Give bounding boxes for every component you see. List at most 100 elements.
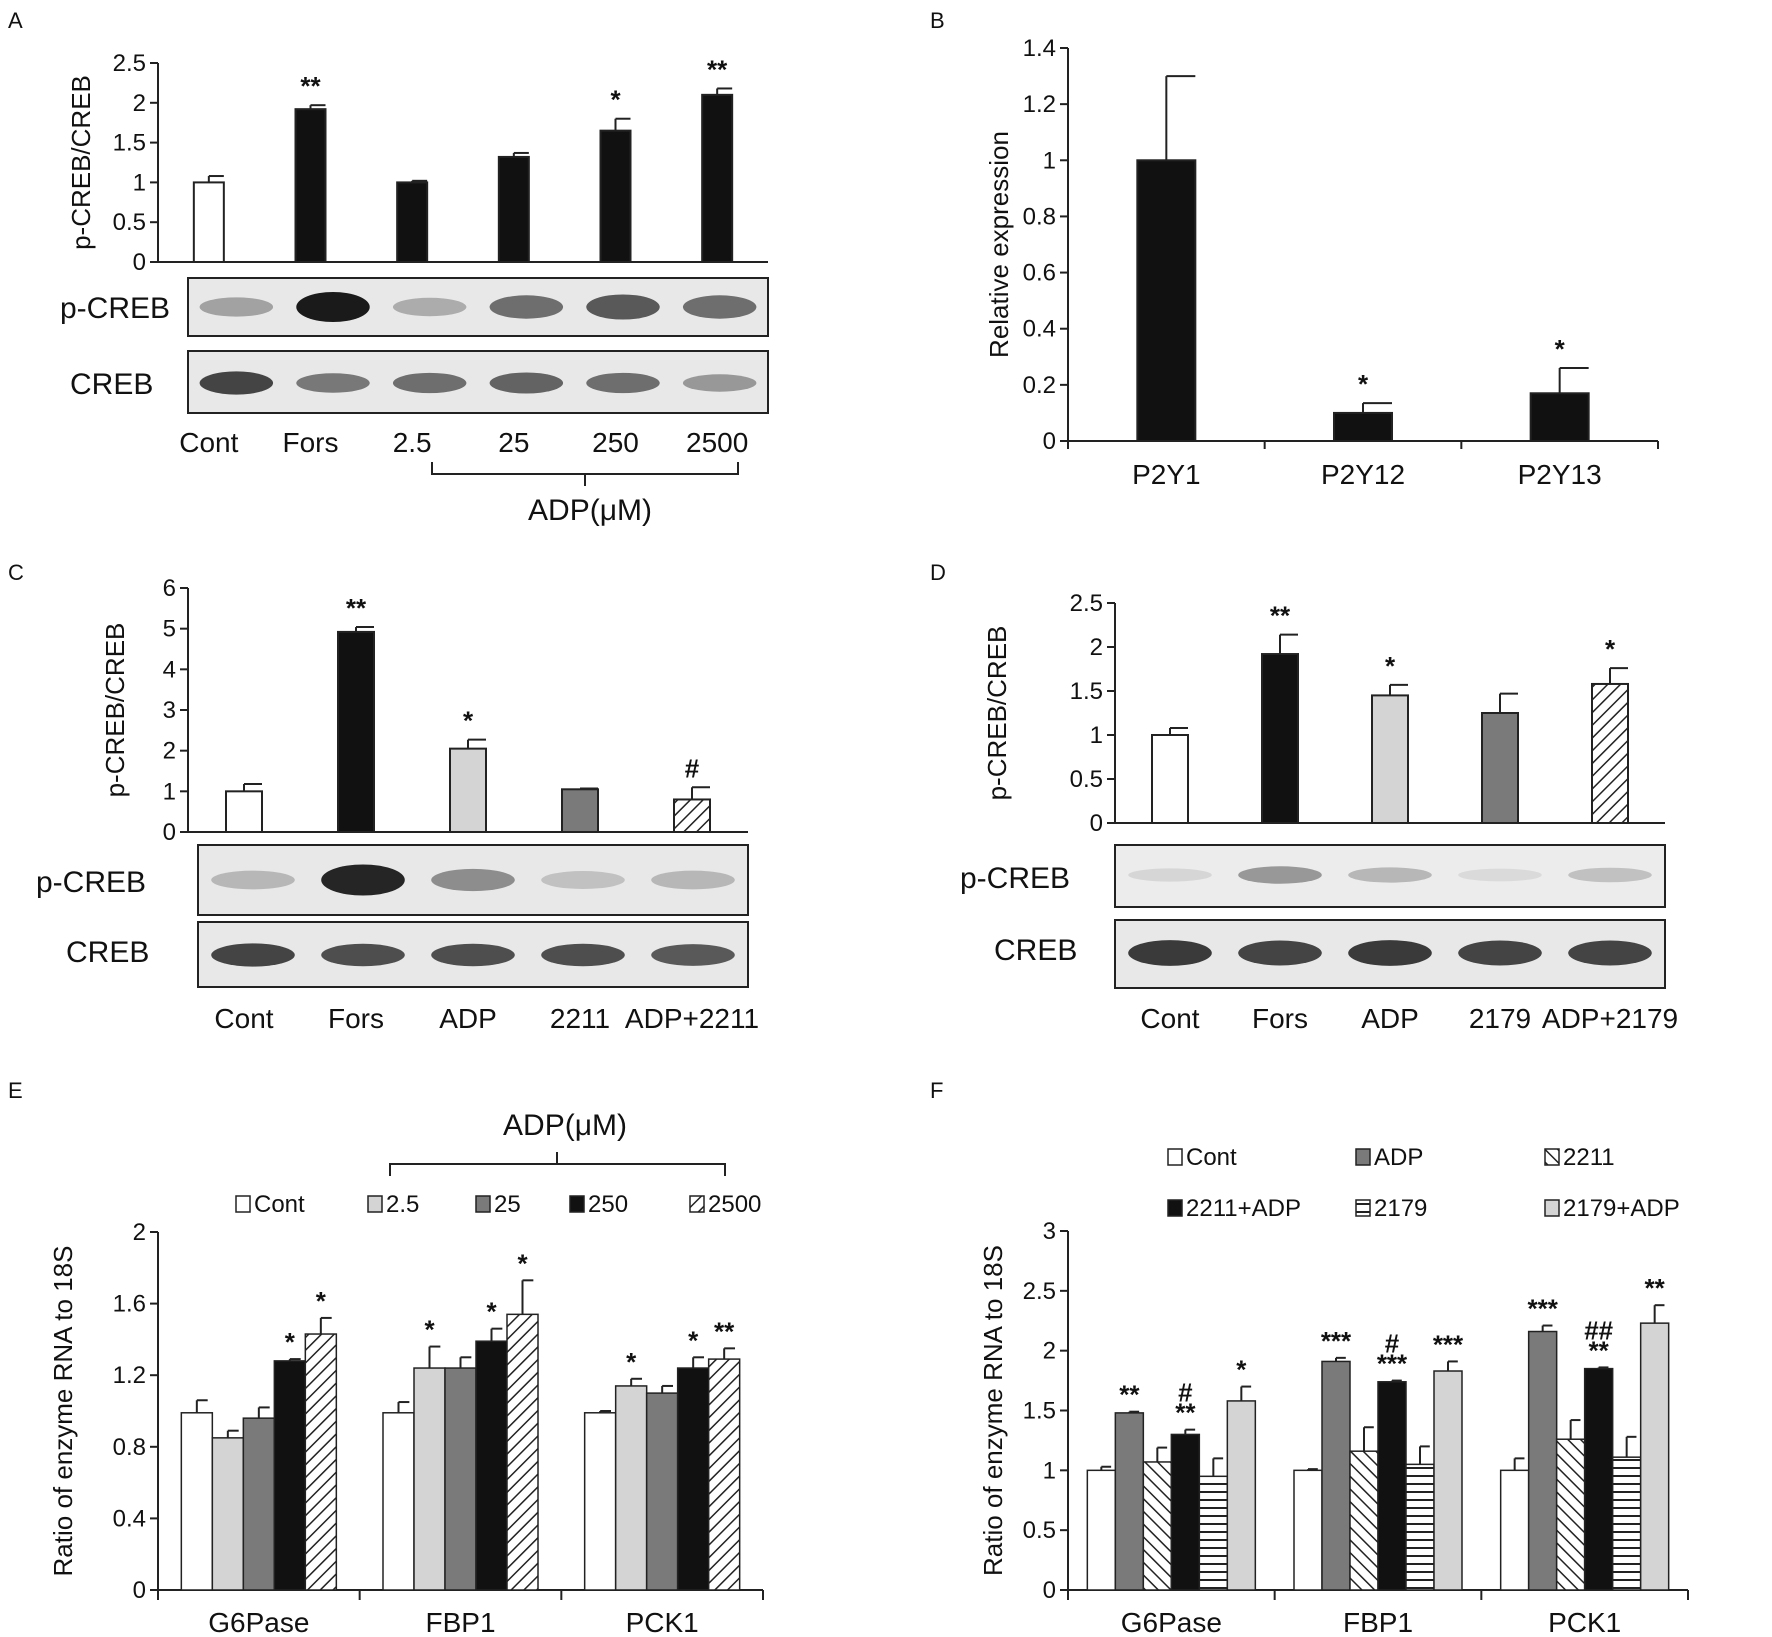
significance-mark: ** <box>346 593 367 623</box>
significance-mark: ** <box>1119 1380 1140 1410</box>
significance-mark: ** <box>1270 601 1291 631</box>
bar-Fors <box>294 108 327 263</box>
blot-band <box>586 372 660 394</box>
significance-mark: * <box>626 1347 637 1377</box>
legend-label: 2.5 <box>386 1191 419 1218</box>
y-axis-label: Relative expression <box>984 131 1014 358</box>
x-tick-label: P2Y12 <box>1321 459 1405 490</box>
y-tick-label: 0.8 <box>1023 203 1056 230</box>
panel-b: 0 0.2 0.4 0.6 0.8 1 1.2 1.4 Relative expression P… <box>984 35 1659 490</box>
blot-label-pcreb-d: p-CREB <box>960 862 1070 895</box>
bar-ADP-FBP1 <box>1321 1360 1351 1591</box>
bar-ADP-PCK1 <box>1527 1330 1558 1591</box>
legend-swatch-Cont <box>1167 1148 1183 1166</box>
bar-2211+ADP-PCK1 <box>1583 1367 1614 1591</box>
bar-250 <box>599 129 632 263</box>
blot-band <box>651 870 735 890</box>
significance-mark: * <box>688 1325 699 1355</box>
legend-swatch-25 <box>475 1195 491 1213</box>
x-tick-label: ADP+2179 <box>1542 1003 1678 1034</box>
bar-2.5 <box>396 181 429 263</box>
x-tick-label: Fors <box>328 1003 384 1034</box>
y-tick-label: 0 <box>133 1577 146 1604</box>
x-tick-label: 2.5 <box>393 427 432 458</box>
significance-mark: *** <box>1433 1329 1464 1359</box>
x-tick-label: 250 <box>592 427 639 458</box>
y-tick-label: 0.2 <box>1023 372 1056 399</box>
bar-2179 <box>1481 712 1519 824</box>
blot-band <box>1348 940 1432 966</box>
adp-group-label-e: ADP(μM) <box>503 1109 627 1142</box>
bar-ADP+2211 <box>673 798 711 834</box>
y-tick-label: 0 <box>1090 810 1103 837</box>
y-tick-label: 0 <box>1043 428 1056 455</box>
bar-2500 <box>701 93 734 263</box>
x-tick-label: P2Y1 <box>1132 459 1201 490</box>
y-tick-label: 2.5 <box>113 50 146 77</box>
legend-label: 25 <box>494 1191 521 1218</box>
bar-ADP <box>449 747 487 834</box>
y-tick-label: 1.5 <box>1023 1398 1056 1425</box>
significance-mark: *** <box>1527 1294 1558 1324</box>
blot-band <box>1348 867 1432 883</box>
legend-swatch-2211 <box>1544 1148 1560 1166</box>
significance-mark: # <box>1178 1378 1193 1408</box>
x-tick-label: 25 <box>498 427 529 458</box>
bar-Fors <box>337 630 375 833</box>
y-tick-label: 1.2 <box>113 1362 146 1389</box>
x-tick-label: PCK1 <box>626 1607 699 1637</box>
panel-a: 0 0.5 1 1.5 2 2.5 p-CREB/CREB Cont ** Fors 2.5 25 * 2… <box>60 50 769 527</box>
blot-band <box>392 372 467 394</box>
legend-label: Cont <box>1186 1144 1237 1171</box>
blot-band <box>296 292 370 322</box>
blot-band <box>296 373 370 393</box>
y-tick-label: 1 <box>1043 1457 1056 1484</box>
bar-ADP <box>1371 694 1409 825</box>
y-tick-label: 2 <box>133 90 146 117</box>
blot-band <box>651 944 735 966</box>
x-tick-label: FBP1 <box>425 1607 495 1637</box>
bar-2500-G6Pase <box>304 1333 338 1591</box>
y-tick-label: 0.5 <box>1023 1517 1056 1544</box>
y-axis-label: p-CREB/CREB <box>66 75 96 250</box>
blot-band <box>541 871 625 889</box>
significance-mark: * <box>424 1315 435 1345</box>
significance-mark: # <box>1385 1329 1400 1359</box>
blot-band <box>431 868 515 892</box>
y-tick-label: 0.8 <box>113 1434 146 1461</box>
blot-band <box>1128 868 1212 882</box>
bar-2211+ADP-G6Pase <box>1170 1433 1201 1591</box>
panel-label-e: E <box>8 1078 23 1103</box>
y-tick-label: 0 <box>1043 1577 1056 1604</box>
adp-group-label-a: ADP(μM) <box>528 494 652 527</box>
blot-band <box>586 294 660 320</box>
blot-band <box>541 943 625 967</box>
panel-d: 0 0.5 1 1.5 2 2.5 p-CREB/CREB Cont ** Fors * ADP 217… <box>960 590 1678 1034</box>
bar-2500-PCK1 <box>707 1358 741 1591</box>
blot-label-creb-d: CREB <box>994 934 1077 967</box>
bar-2179+ADP-G6Pase <box>1226 1400 1257 1591</box>
blot-band <box>211 870 295 890</box>
blot-band <box>199 371 274 395</box>
x-tick-label: 2500 <box>686 427 748 458</box>
significance-mark: ** <box>1589 1335 1610 1365</box>
y-tick-label: 2 <box>163 738 176 765</box>
legend-label: 2211 <box>1563 1144 1615 1171</box>
y-tick-label: 1 <box>163 778 176 805</box>
x-tick-label: 2211 <box>550 1003 610 1034</box>
panel-label-b: B <box>930 8 945 33</box>
y-tick-label: 1.4 <box>1023 35 1056 62</box>
legend-swatch-2179+ADP <box>1544 1199 1560 1217</box>
bar-25 <box>497 155 530 263</box>
y-tick-label: 0.5 <box>1070 766 1103 793</box>
y-tick-label: 1 <box>1090 722 1103 749</box>
significance-mark: * <box>316 1286 327 1316</box>
blot-band <box>1458 868 1542 882</box>
bar-2179-PCK1 <box>1611 1456 1642 1591</box>
panel-f: Cont ADP 2211 2211+ADP 2179 2179+ADP 0 0.5 1 1.5… <box>978 1144 1689 1637</box>
y-axis-label: p-CREB/CREB <box>100 623 130 798</box>
significance-mark: * <box>285 1327 296 1357</box>
x-tick-label: G6Pase <box>208 1607 309 1637</box>
legend-swatch-2211+ADP <box>1167 1199 1183 1217</box>
bar-Cont-PCK1 <box>1499 1469 1530 1591</box>
